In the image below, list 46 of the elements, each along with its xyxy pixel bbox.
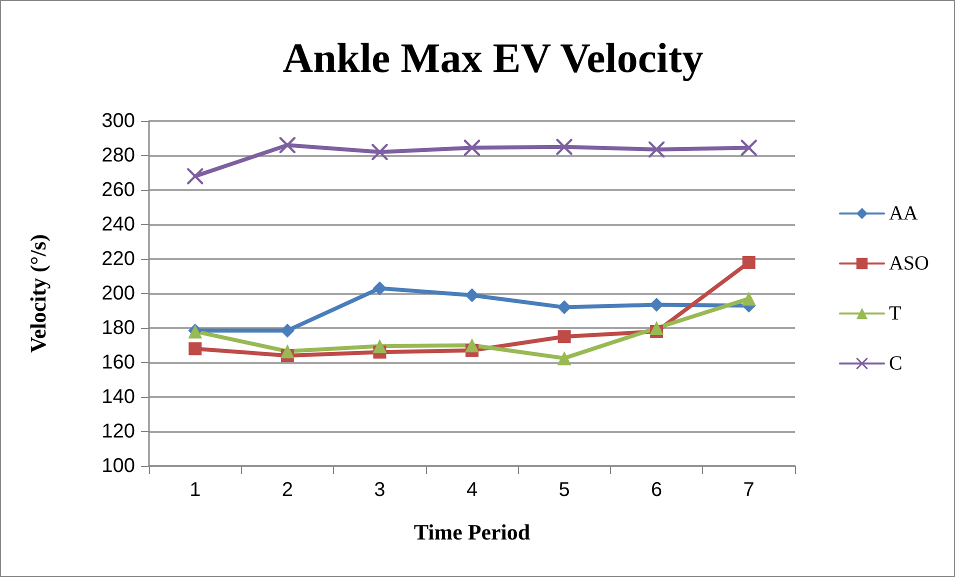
y-tick-label: 200: [102, 282, 135, 304]
x-axis-title: Time Period: [414, 520, 530, 544]
point: [556, 138, 572, 155]
point: [650, 298, 664, 312]
point: [558, 330, 571, 344]
y-tick-label: 260: [102, 179, 135, 201]
point: [279, 137, 296, 154]
point: [280, 324, 294, 338]
point: [557, 351, 572, 366]
point: [557, 300, 572, 314]
y-tick-label: 160: [102, 352, 135, 374]
legend-label: T: [888, 302, 902, 324]
y-tick-label: 180: [102, 317, 135, 339]
y-tick-label: 120: [102, 420, 135, 442]
x-tick-label: 4: [466, 479, 478, 501]
x-tick-label: 7: [743, 479, 754, 501]
y-tick-label: 240: [102, 214, 135, 236]
x-tick-label: 2: [282, 479, 293, 501]
point: [742, 256, 756, 269]
x-tick-label: 5: [558, 479, 570, 501]
y-tick-label: 280: [102, 144, 135, 166]
point: [740, 140, 757, 156]
point: [372, 339, 387, 354]
point: [465, 288, 479, 302]
y-axis-title: Velocity (°/s): [26, 234, 50, 353]
x-tick-label: 1: [190, 479, 201, 501]
y-tick-label: 300: [102, 110, 135, 132]
point: [465, 338, 479, 352]
point: [650, 321, 664, 335]
point: [372, 281, 387, 296]
point: [188, 342, 202, 356]
x-tick-label: 6: [651, 479, 662, 501]
point: [464, 140, 480, 156]
point: [742, 292, 756, 306]
point: [372, 144, 388, 160]
legend-label: AA: [888, 202, 918, 224]
x-tick-label: 3: [374, 479, 386, 501]
point: [187, 168, 204, 184]
y-tick-label: 100: [102, 455, 135, 477]
point: [648, 141, 665, 158]
legend-label: ASO: [888, 252, 930, 274]
y-tick-label: 140: [102, 386, 135, 408]
chart-title: Ankle Max EV Velocity: [282, 36, 704, 82]
point: [280, 344, 294, 358]
legend-label: C: [888, 352, 902, 374]
y-tick-label: 220: [102, 248, 135, 270]
